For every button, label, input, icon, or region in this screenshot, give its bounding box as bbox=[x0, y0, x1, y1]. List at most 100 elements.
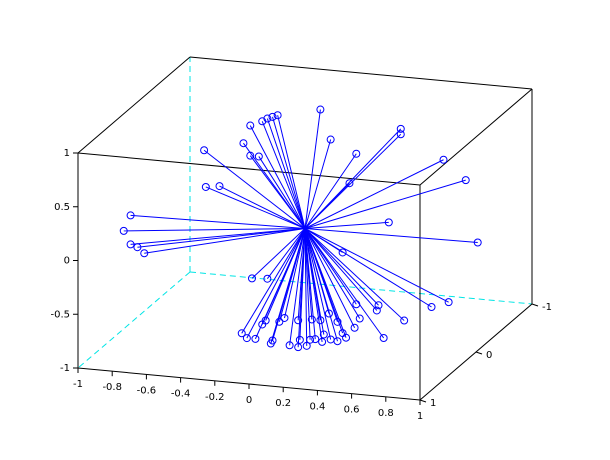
stem bbox=[203, 149, 306, 229]
stem bbox=[304, 228, 385, 339]
stem-marker bbox=[333, 337, 342, 346]
y-tick-label: 1 bbox=[430, 398, 436, 409]
stem-marker bbox=[247, 274, 256, 283]
stem bbox=[304, 182, 350, 229]
stem-marker bbox=[258, 117, 267, 126]
box-edge bbox=[77, 152, 421, 186]
stem bbox=[304, 109, 321, 229]
stem bbox=[304, 228, 311, 340]
stem bbox=[277, 115, 306, 229]
stem-marker bbox=[311, 335, 320, 344]
stem-marker bbox=[275, 317, 284, 326]
stem bbox=[304, 228, 379, 306]
stem bbox=[270, 228, 306, 344]
stem-marker bbox=[473, 238, 482, 247]
stem bbox=[304, 228, 432, 308]
stem-marker bbox=[396, 124, 405, 133]
z-tick-label: 0 bbox=[64, 256, 70, 267]
stem-marker bbox=[427, 302, 436, 311]
stem bbox=[261, 121, 306, 229]
x-tick-label: 0 bbox=[246, 395, 252, 406]
stem-marker bbox=[242, 334, 251, 343]
stem-marker bbox=[384, 218, 393, 227]
stem bbox=[249, 125, 306, 229]
stem-marker bbox=[140, 249, 149, 258]
stem-marker bbox=[254, 152, 263, 161]
stem-marker bbox=[239, 139, 248, 148]
stem-marker bbox=[318, 337, 327, 346]
stem-marker bbox=[319, 330, 328, 339]
stem bbox=[304, 228, 378, 311]
x-tick-label: -1 bbox=[73, 379, 83, 390]
stem-marker bbox=[126, 211, 135, 220]
stem bbox=[299, 228, 306, 340]
stem-marker bbox=[444, 298, 453, 307]
x-tick-label: 1 bbox=[417, 411, 423, 422]
stem bbox=[130, 228, 306, 245]
stem bbox=[304, 228, 405, 321]
x-tick-label: 0.2 bbox=[275, 398, 291, 409]
z-tick-label: -0.5 bbox=[50, 309, 70, 320]
stem bbox=[241, 228, 306, 334]
stem bbox=[304, 159, 444, 229]
stem-marker bbox=[400, 316, 409, 325]
stem-marker bbox=[133, 243, 142, 252]
stem bbox=[304, 228, 361, 319]
stem bbox=[272, 116, 306, 229]
stem bbox=[304, 228, 316, 340]
box-edge bbox=[189, 56, 533, 90]
x-tick-label: 0.8 bbox=[378, 408, 394, 419]
stem bbox=[304, 139, 332, 229]
x-tick-label: -0.8 bbox=[102, 382, 122, 393]
stem-marker bbox=[372, 306, 381, 315]
stem-marker bbox=[379, 333, 388, 342]
x-tick-label: -0.6 bbox=[137, 385, 157, 396]
x-tick-label: -0.4 bbox=[171, 389, 191, 400]
stem-marker bbox=[263, 274, 272, 283]
stem bbox=[249, 155, 306, 229]
y-tick-label: -1 bbox=[542, 302, 552, 313]
stem-marker bbox=[126, 240, 135, 249]
stem bbox=[304, 228, 356, 328]
stem-marker bbox=[352, 149, 361, 158]
y-tick bbox=[475, 351, 483, 355]
z-tick-label: 1 bbox=[64, 148, 70, 159]
stem bbox=[304, 228, 338, 342]
z-tick-label: 0.5 bbox=[54, 202, 70, 213]
stem bbox=[246, 228, 306, 339]
stem-marker bbox=[326, 135, 335, 144]
stem bbox=[304, 221, 389, 229]
stem bbox=[123, 228, 306, 232]
stem bbox=[304, 179, 466, 229]
stem-marker bbox=[280, 313, 289, 322]
stem-marker bbox=[273, 111, 282, 120]
stem-marker bbox=[307, 315, 316, 324]
stem-marker bbox=[294, 343, 303, 352]
stem-marker bbox=[350, 323, 359, 332]
stem-marker bbox=[200, 146, 209, 155]
box-edge bbox=[419, 88, 533, 186]
stem bbox=[144, 228, 306, 254]
y-tick bbox=[419, 399, 427, 403]
stem bbox=[304, 228, 332, 340]
box-edge bbox=[77, 56, 191, 154]
stem bbox=[130, 214, 306, 229]
stem-marker bbox=[374, 301, 383, 310]
stem-marker bbox=[237, 329, 246, 338]
z-tick-label: -1 bbox=[60, 363, 70, 374]
stem-marker bbox=[215, 182, 224, 191]
stem-marker bbox=[316, 105, 325, 114]
back-edge bbox=[77, 271, 191, 369]
stem bbox=[304, 228, 325, 335]
back-edge bbox=[189, 271, 533, 305]
stem bbox=[219, 185, 306, 229]
stem-marker bbox=[119, 226, 128, 235]
stem-marker bbox=[246, 121, 255, 130]
x-tick-label: -0.2 bbox=[205, 392, 225, 403]
stem bbox=[137, 228, 306, 248]
stem bbox=[258, 156, 306, 229]
stem bbox=[304, 228, 308, 346]
stem bbox=[266, 228, 306, 280]
stem-marker bbox=[294, 316, 303, 325]
